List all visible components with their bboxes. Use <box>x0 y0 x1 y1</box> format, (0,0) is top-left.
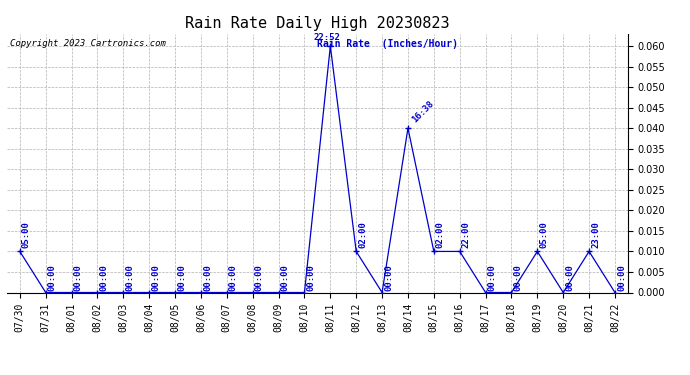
Text: 00:00: 00:00 <box>617 264 626 291</box>
Text: 00:00: 00:00 <box>306 264 315 291</box>
Text: 00:00: 00:00 <box>488 264 497 291</box>
Text: 00:00: 00:00 <box>74 264 83 291</box>
Text: 00:00: 00:00 <box>203 264 212 291</box>
Text: 05:00: 05:00 <box>540 221 549 248</box>
Text: 00:00: 00:00 <box>513 264 522 291</box>
Text: 23:00: 23:00 <box>591 221 600 248</box>
Text: 02:00: 02:00 <box>436 221 445 248</box>
Text: 00:00: 00:00 <box>99 264 108 291</box>
Text: 02:00: 02:00 <box>358 221 367 248</box>
Text: 00:00: 00:00 <box>48 264 57 291</box>
Text: 00:00: 00:00 <box>229 264 238 291</box>
Text: 22:52: 22:52 <box>313 33 340 42</box>
Text: 00:00: 00:00 <box>281 264 290 291</box>
Text: 00:00: 00:00 <box>151 264 160 291</box>
Text: 00:00: 00:00 <box>384 264 393 291</box>
Text: 00:00: 00:00 <box>565 264 574 291</box>
Text: 16:38: 16:38 <box>411 99 436 124</box>
Text: Copyright 2023 Cartronics.com: Copyright 2023 Cartronics.com <box>10 39 166 48</box>
Text: 22:00: 22:00 <box>462 221 471 248</box>
Text: 00:00: 00:00 <box>126 264 135 291</box>
Text: 00:00: 00:00 <box>255 264 264 291</box>
Title: Rain Rate Daily High 20230823: Rain Rate Daily High 20230823 <box>185 16 450 31</box>
Text: Rain Rate  (Inches/Hour): Rain Rate (Inches/Hour) <box>317 39 458 49</box>
Text: 00:00: 00:00 <box>177 264 186 291</box>
Text: 05:00: 05:00 <box>22 221 31 248</box>
